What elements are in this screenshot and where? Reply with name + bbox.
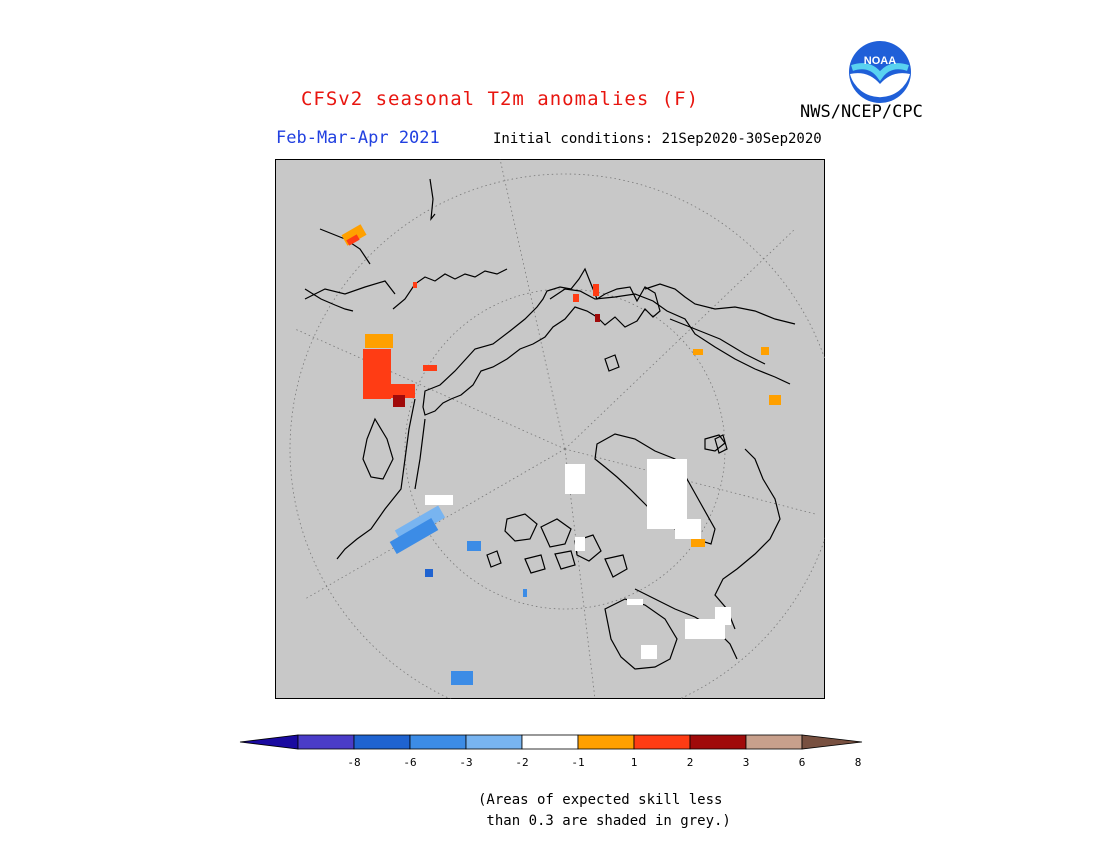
- legend-tick-label: 8: [855, 756, 862, 769]
- noaa-logo: NOAA: [848, 40, 912, 104]
- legend-swatch: [521, 734, 579, 750]
- legend-swatch: [745, 734, 803, 750]
- chart-title: CFSv2 seasonal T2m anomalies (F): [0, 88, 1100, 110]
- legend-swatch: [297, 734, 355, 750]
- polar-map: [275, 159, 825, 699]
- logo-text: NOAA: [864, 55, 896, 67]
- footnote-line2: than 0.3 are shaded in grey.): [478, 813, 731, 829]
- legend-arrow-low: [239, 734, 299, 750]
- legend-swatch: [689, 734, 747, 750]
- warm-anomaly-patches: [341, 224, 781, 547]
- legend-arrow-high: [801, 734, 863, 750]
- legend-tick-label: -2: [515, 756, 528, 769]
- legend-tick-label: 2: [687, 756, 694, 769]
- agency-label: NWS/NCEP/CPC: [800, 102, 923, 122]
- legend-tick-label: -1: [571, 756, 584, 769]
- cold-anomaly-patches: [389, 505, 527, 685]
- near-normal-patches: [425, 459, 731, 659]
- legend-swatch: [409, 734, 467, 750]
- footnote-line1: (Areas of expected skill less: [478, 792, 723, 808]
- legend-tick-label: 1: [631, 756, 638, 769]
- color-legend: -8 -6 -3 -2 -1 1 2 3 6 8: [239, 734, 863, 769]
- legend-tick-label: -8: [347, 756, 360, 769]
- chart-title-text: CFSv2 seasonal T2m anomalies (F): [300, 88, 700, 110]
- legend-tick-label: 6: [799, 756, 806, 769]
- legend-swatch: [353, 734, 411, 750]
- legend-swatch: [633, 734, 691, 750]
- initial-conditions-label: Initial conditions: 21Sep2020-30Sep2020: [493, 131, 822, 147]
- map-frame: [275, 159, 825, 699]
- legend-tick-label: -6: [403, 756, 416, 769]
- skill-footnote: (Areas of expected skill less than 0.3 a…: [478, 790, 731, 832]
- legend-tick-label: -3: [459, 756, 472, 769]
- legend-swatch: [577, 734, 635, 750]
- season-label: Feb-Mar-Apr 2021: [276, 128, 440, 148]
- legend-tick-label: 3: [743, 756, 750, 769]
- legend-swatch: [465, 734, 523, 750]
